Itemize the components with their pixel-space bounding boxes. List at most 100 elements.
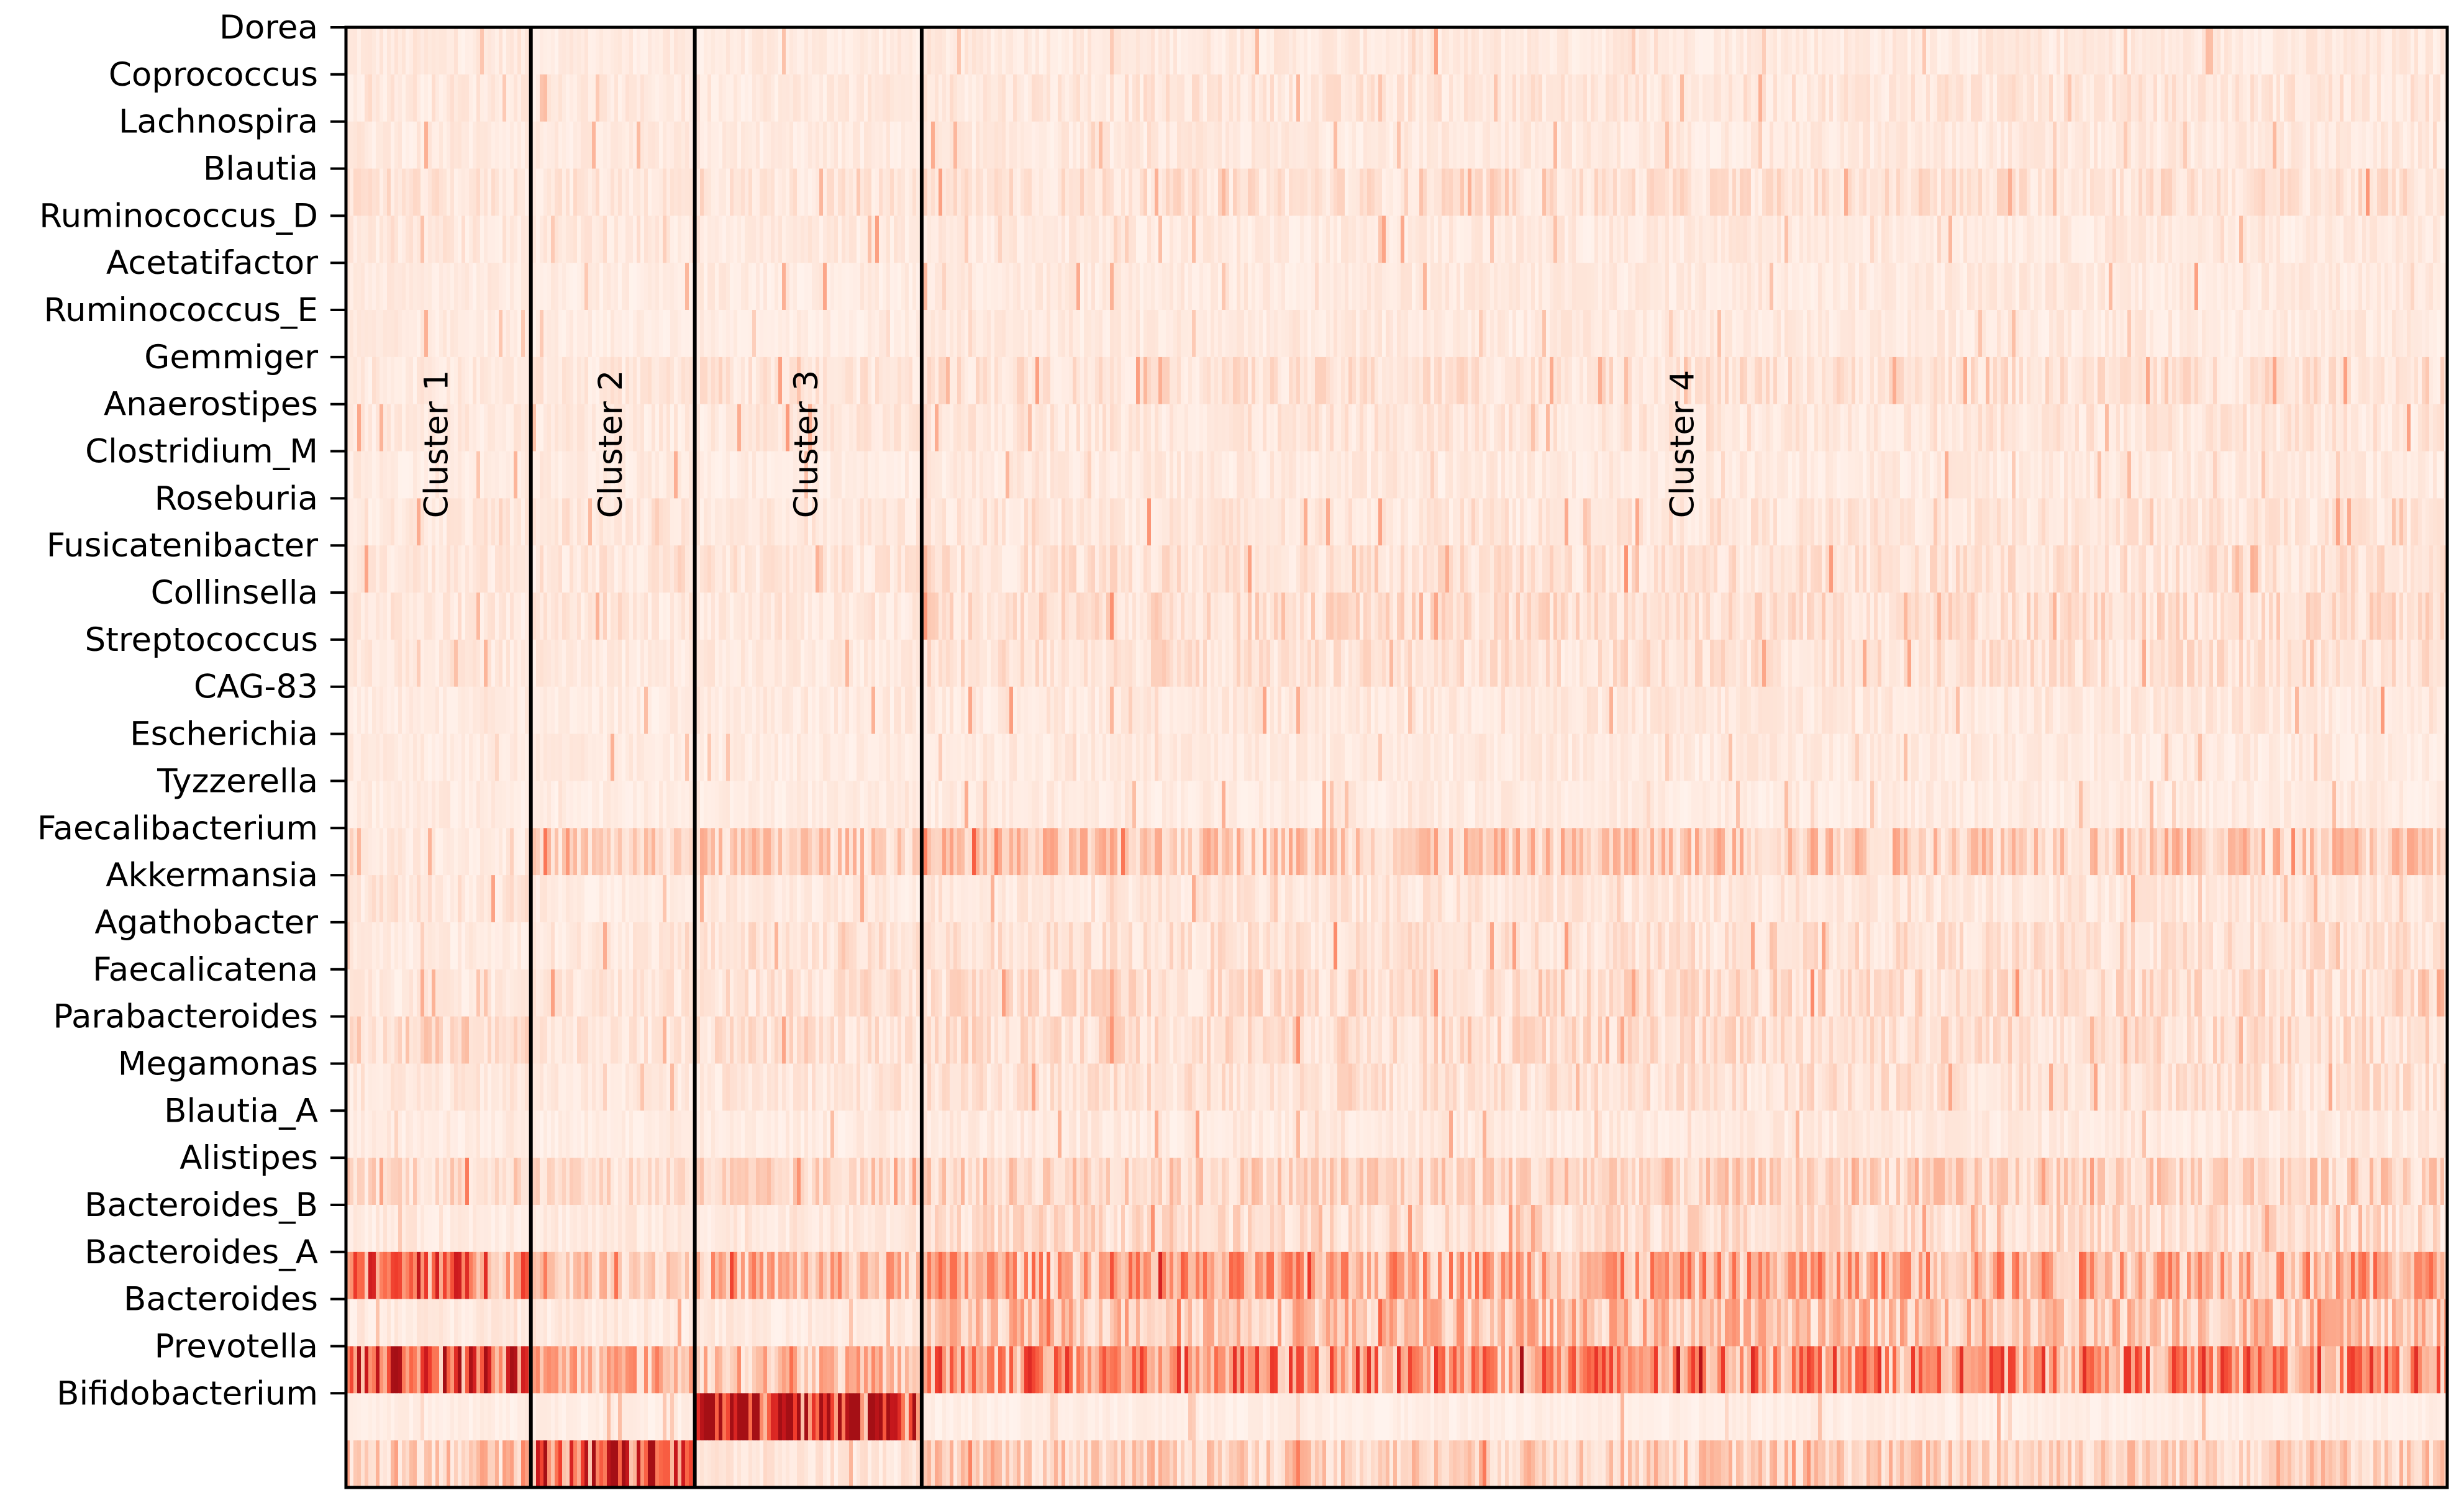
heatmap-cell bbox=[1662, 168, 1666, 216]
heatmap-cell bbox=[2105, 216, 2109, 263]
heatmap-cell bbox=[1233, 74, 1237, 122]
heatmap-cell bbox=[2001, 27, 2005, 75]
heatmap-cell bbox=[696, 121, 701, 170]
heatmap-cell bbox=[383, 121, 388, 170]
heatmap-cell bbox=[663, 74, 667, 122]
heatmap-cell bbox=[1315, 74, 1319, 122]
heatmap-cell bbox=[748, 404, 753, 452]
heatmap-cell bbox=[2232, 168, 2236, 216]
heatmap-cell bbox=[1464, 121, 1468, 170]
heatmap-cell bbox=[1401, 121, 1405, 170]
heatmap-cell bbox=[1505, 74, 1509, 122]
heatmap-cell bbox=[1408, 74, 1412, 122]
heatmap-cell bbox=[1058, 404, 1062, 452]
heatmap-cell bbox=[775, 263, 779, 311]
heatmap-cell bbox=[1624, 356, 1629, 405]
heatmap-cell bbox=[1252, 216, 1256, 263]
heatmap-cell bbox=[1259, 74, 1263, 122]
heatmap-cell bbox=[2344, 310, 2348, 358]
heatmap-cell bbox=[1665, 356, 1670, 405]
heatmap-cell bbox=[894, 310, 898, 358]
heatmap-cell bbox=[2355, 310, 2359, 358]
heatmap-cell bbox=[1833, 168, 1837, 216]
heatmap-cell bbox=[1926, 74, 1930, 122]
heatmap-cell bbox=[2310, 121, 2314, 170]
heatmap-cell bbox=[1155, 168, 1159, 216]
heatmap-cell bbox=[1639, 356, 1643, 405]
heatmap-cell bbox=[2116, 404, 2121, 452]
heatmap-cell bbox=[502, 356, 507, 405]
heatmap-cell bbox=[1751, 263, 1755, 311]
heatmap-cell bbox=[394, 263, 399, 311]
heatmap-cell bbox=[1583, 168, 1588, 216]
heatmap-cell bbox=[633, 27, 637, 75]
heatmap-cell bbox=[1076, 168, 1081, 216]
heatmap-cell bbox=[666, 168, 671, 216]
heatmap-cell bbox=[1483, 27, 1487, 75]
heatmap-cell bbox=[1199, 27, 1204, 75]
heatmap-cell bbox=[1233, 263, 1237, 311]
heatmap-cell bbox=[2116, 263, 2121, 311]
heatmap-cell bbox=[1035, 404, 1040, 452]
heatmap-cell bbox=[2221, 74, 2225, 122]
heatmap-cell bbox=[1408, 121, 1412, 170]
heatmap-cell bbox=[2094, 404, 2098, 452]
heatmap-cell bbox=[1505, 168, 1509, 216]
heatmap-cell bbox=[804, 216, 809, 263]
heatmap-cell bbox=[853, 404, 857, 452]
heatmap-cell bbox=[1043, 356, 1047, 405]
heatmap-cell bbox=[998, 404, 1002, 452]
heatmap-cell bbox=[2019, 310, 2024, 358]
heatmap-cell bbox=[1721, 74, 1725, 122]
heatmap-cell bbox=[570, 310, 574, 358]
heatmap-cell bbox=[2090, 310, 2094, 358]
heatmap-cell bbox=[1930, 356, 1934, 405]
heatmap-cell bbox=[2098, 121, 2102, 170]
heatmap-cell bbox=[1136, 168, 1140, 216]
heatmap-cell bbox=[886, 216, 891, 263]
heatmap-cell bbox=[771, 168, 775, 216]
heatmap-cell bbox=[1050, 216, 1055, 263]
heatmap-cell bbox=[2153, 263, 2158, 311]
heatmap-cell bbox=[2071, 263, 2076, 311]
heatmap-cell bbox=[573, 27, 578, 75]
heatmap-cell bbox=[1792, 404, 1796, 452]
heatmap-cell bbox=[1471, 216, 1476, 263]
heatmap-cell bbox=[1691, 263, 1696, 311]
heatmap-cell bbox=[1930, 74, 1934, 122]
heatmap-cell bbox=[1445, 27, 1450, 75]
heatmap-cell bbox=[965, 263, 969, 311]
heatmap-cell bbox=[1479, 404, 1483, 452]
heatmap-cell bbox=[1494, 404, 1498, 452]
heatmap-cell bbox=[1881, 74, 1886, 122]
heatmap-cell bbox=[2057, 27, 2061, 75]
heatmap-cell bbox=[1568, 168, 1573, 216]
heatmap-cell bbox=[782, 356, 786, 405]
heatmap-cell bbox=[1304, 74, 1308, 122]
heatmap-cell bbox=[1583, 27, 1588, 75]
heatmap-cell bbox=[2370, 27, 2374, 75]
heatmap-cell bbox=[380, 356, 384, 405]
heatmap-cell bbox=[1434, 168, 1439, 216]
heatmap-cell bbox=[1930, 168, 1934, 216]
heatmap-cell bbox=[1050, 404, 1055, 452]
heatmap-cell bbox=[1170, 27, 1174, 75]
heatmap-cell bbox=[1248, 27, 1252, 75]
heatmap-cell bbox=[540, 404, 544, 452]
heatmap-cell bbox=[1047, 74, 1051, 122]
heatmap-cell bbox=[1852, 27, 1856, 75]
heatmap-cell bbox=[2407, 216, 2411, 263]
heatmap-cell bbox=[618, 168, 622, 216]
heatmap-cell bbox=[931, 121, 935, 170]
heatmap-cell bbox=[1967, 168, 1971, 216]
heatmap-cell bbox=[1952, 74, 1957, 122]
heatmap-cell bbox=[1117, 356, 1122, 405]
heatmap-cell bbox=[618, 404, 622, 452]
heatmap-cell bbox=[1747, 74, 1752, 122]
heatmap-cell bbox=[1430, 263, 1435, 311]
heatmap-cell bbox=[2340, 216, 2344, 263]
heatmap-cell bbox=[678, 74, 682, 122]
heatmap-cell bbox=[1807, 74, 1811, 122]
heatmap-cell bbox=[2168, 310, 2173, 358]
heatmap-cell bbox=[2243, 310, 2247, 358]
